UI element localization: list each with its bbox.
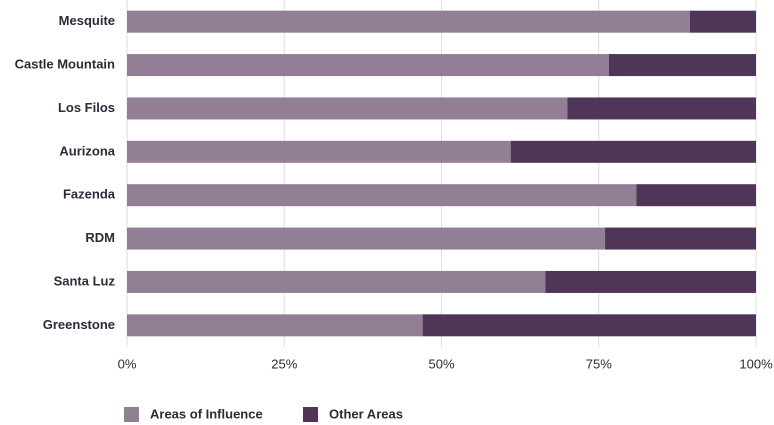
bar-segment xyxy=(127,140,511,163)
legend-label: Other Areas xyxy=(329,406,403,421)
legend-swatch xyxy=(303,407,318,422)
bar-segment xyxy=(127,54,609,77)
bar-segment xyxy=(608,54,756,77)
legend-swatch xyxy=(124,407,139,422)
y-tick-label: Aurizona xyxy=(59,143,115,158)
bar-segment xyxy=(567,97,756,120)
bar-segment xyxy=(127,270,546,293)
bar-segment xyxy=(127,97,568,120)
bar-segment xyxy=(605,227,756,250)
y-tick-label: RDM xyxy=(85,230,115,245)
bar-segment xyxy=(127,227,606,250)
y-tick-label: Fazenda xyxy=(63,187,116,202)
bar-segment xyxy=(422,314,756,337)
x-tick-label: 75% xyxy=(586,356,612,371)
y-tick-label: Greenstone xyxy=(43,317,115,332)
y-tick-label: Santa Luz xyxy=(54,273,116,288)
x-tick-label: 0% xyxy=(118,356,137,371)
y-tick-label: Los Filos xyxy=(58,100,115,115)
y-tick-label: Mesquite xyxy=(59,13,115,28)
bar-segment xyxy=(689,10,756,33)
legend-label: Areas of Influence xyxy=(150,406,263,421)
bar-segment xyxy=(510,140,756,163)
bar-segment xyxy=(545,270,756,293)
x-tick-label: 25% xyxy=(271,356,297,371)
bar-segment xyxy=(636,184,756,207)
x-tick-label: 100% xyxy=(739,356,773,371)
bar-segment xyxy=(127,10,690,33)
bar-segment xyxy=(127,184,637,207)
x-tick-label: 50% xyxy=(428,356,454,371)
bar-segment xyxy=(127,314,423,337)
y-tick-label: Castle Mountain xyxy=(15,57,115,72)
